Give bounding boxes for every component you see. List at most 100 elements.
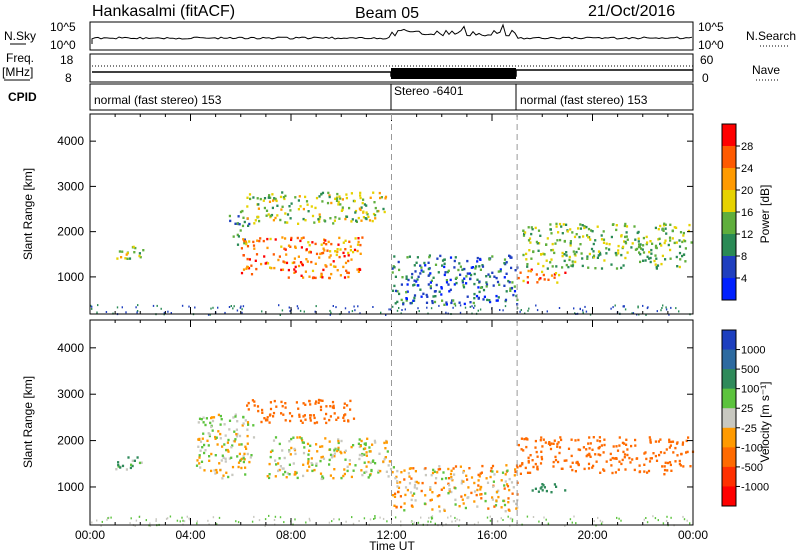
echo-cell [238,434,242,438]
echo-cell [138,515,141,518]
echo-cell [625,443,628,446]
echo-cell [367,460,370,464]
echo-cell [305,248,308,251]
echo-cell [279,195,283,199]
echo-cell [306,260,309,263]
power-colorbar-label: Power [dB] [758,185,772,244]
echo-cell [449,278,452,282]
echo-cell [234,413,237,416]
echo-cell [540,457,544,461]
echo-cell [255,267,258,271]
echo-cell [324,437,327,440]
echo-cell [427,274,430,277]
echo-cell [555,485,558,488]
echo-cell [280,268,283,272]
echo-cell [481,265,485,268]
echo-cell [317,401,320,404]
echo-cell [289,217,292,220]
echo-cell [246,434,249,438]
echo-cell [332,260,335,263]
echo-cell [585,310,588,313]
echo-cell [302,451,306,455]
echo-cell [555,225,558,228]
echo-cell [228,306,231,308]
echo-cell [269,407,273,411]
echo-cell [407,278,410,282]
echo-cell [210,307,212,310]
echo-cell [416,284,419,287]
echo-cell [281,309,284,312]
echo-cell [436,257,439,260]
echo-cell [329,313,331,316]
echo-cell [309,419,312,422]
echo-cell [365,217,368,221]
echo-cell [630,444,633,448]
echo-cell [443,303,446,306]
echo-cell [394,492,397,495]
echo-cell [301,441,304,444]
echo-cell [211,419,215,423]
echo-cell [207,313,210,316]
echo-cell [648,250,651,254]
echo-cell [642,251,646,254]
echo-cell [640,247,643,250]
echo-cell [248,460,251,464]
echo-cell [447,492,450,495]
echo-cell [654,454,657,458]
echo-cell [280,412,283,415]
echo-cell [278,442,281,446]
echo-cell [300,246,303,249]
echo-cell [348,463,351,466]
echo-cell [349,399,352,403]
echo-cell [406,290,409,293]
echo-cell [467,486,470,489]
echo-cell [594,239,597,242]
echo-cell [527,239,531,242]
echo-cell [620,519,622,522]
echo-cell [539,439,542,442]
echo-cell [210,469,213,473]
echo-cell [359,243,362,247]
echo-cell [321,475,324,478]
echo-cell [264,518,267,521]
echo-cell [485,477,488,480]
echo-cell [474,304,476,307]
echo-cell [545,518,547,521]
echo-cell [91,521,93,524]
echo-cell [266,262,270,265]
echo-cell [616,449,620,452]
colorbar-tick-label: -25 [741,423,757,435]
echo-cell [519,464,522,468]
echo-cell [303,446,306,449]
echo-cell [311,463,314,466]
echo-cell [561,251,564,255]
echo-cell [642,304,644,307]
echo-cell [404,493,407,497]
echo-cell [526,471,530,474]
echo-cell [603,438,606,441]
echo-cell [573,307,575,310]
echo-cell [302,276,305,279]
echo-cell [274,475,277,478]
echo-cell [529,471,532,474]
echo-cell [304,219,307,222]
echo-cell [453,266,456,269]
echo-cell [341,208,344,211]
echo-cell [470,266,473,269]
echo-cell [540,450,543,453]
echo-cell [318,256,321,259]
echo-cell [443,258,446,261]
echo-cell [304,418,307,421]
echo-cell [661,465,664,468]
echo-cell [649,438,652,441]
echo-cell [643,452,646,455]
echo-cell [462,502,465,505]
echo-cell [450,469,453,472]
echo-cell [117,461,120,464]
echo-cell [444,271,447,274]
echo-cell [241,224,245,228]
echo-cell [663,465,666,468]
echo-cell [251,399,254,402]
colorbar-tick-label: 25 [741,403,753,415]
echo-cell [296,476,299,480]
